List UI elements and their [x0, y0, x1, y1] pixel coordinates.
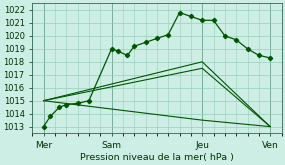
- X-axis label: Pression niveau de la mer( hPa ): Pression niveau de la mer( hPa ): [80, 152, 234, 162]
